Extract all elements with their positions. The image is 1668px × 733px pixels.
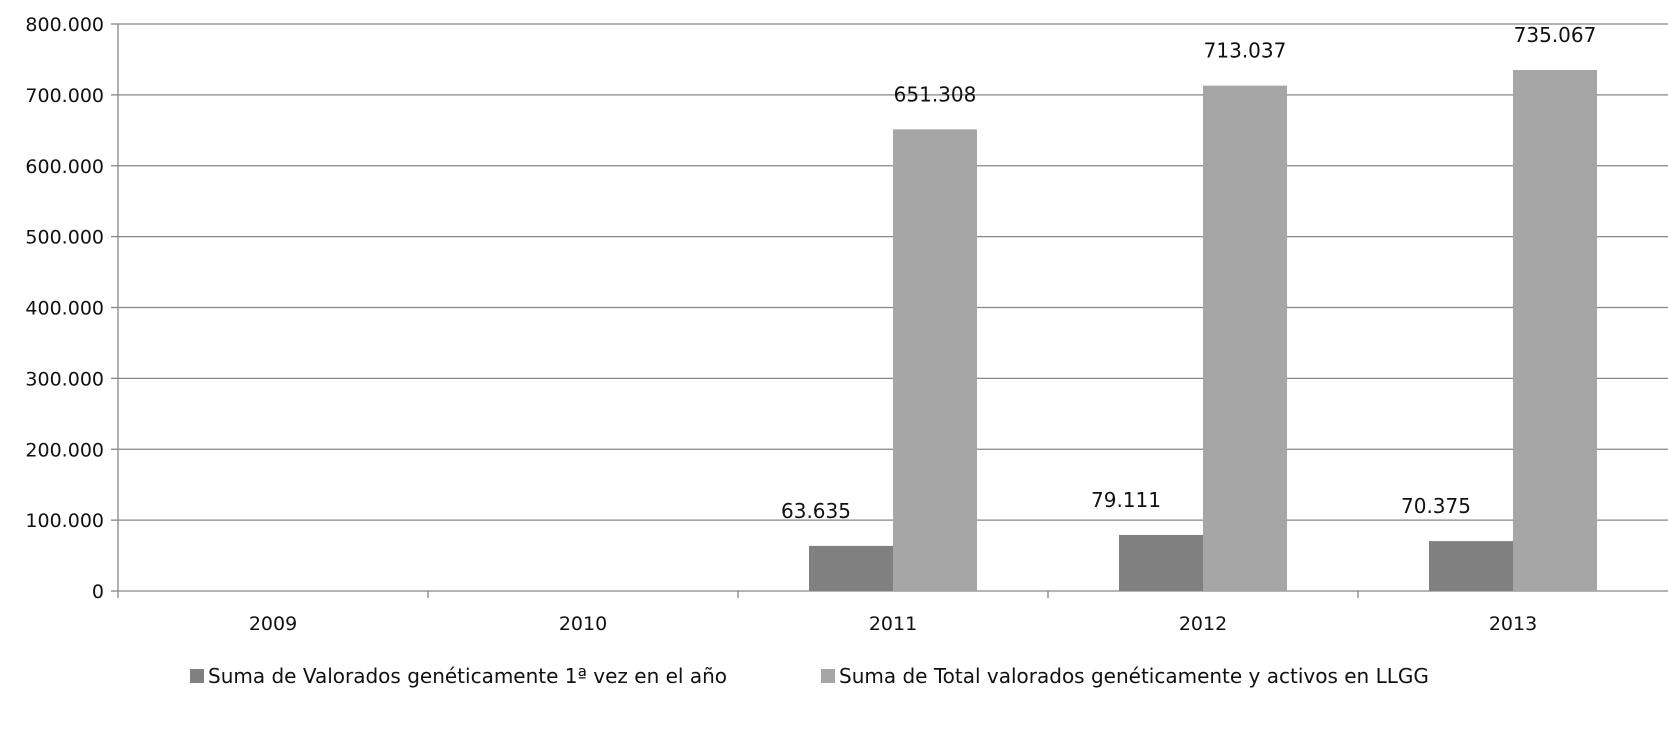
bar-series-1 <box>809 545 893 591</box>
y-tick-label: 800.000 <box>25 14 104 36</box>
data-label: 63.635 <box>781 499 851 523</box>
x-tick-label: 2009 <box>249 613 297 635</box>
legend-label: Suma de Total valorados genéticamente y … <box>839 664 1429 688</box>
y-tick-label: 0 <box>92 581 104 603</box>
data-labels: 63.635 651.308 79.111 713.037 70.375 735.067 <box>781 23 1596 523</box>
bar-series-1 <box>1429 541 1513 591</box>
data-label: 651.308 <box>894 82 977 106</box>
bar-series-2 <box>893 129 977 592</box>
y-tick-label: 500.000 <box>25 227 104 249</box>
y-tick-label: 700.000 <box>25 85 104 107</box>
legend-swatch <box>190 669 204 683</box>
y-tick-label: 200.000 <box>25 439 104 461</box>
bar-series-2 <box>1203 85 1287 592</box>
legend-label: Suma de Valorados genéticamente 1ª vez e… <box>208 664 727 688</box>
x-tick-label: 2012 <box>1179 613 1227 635</box>
x-tick-label: 2011 <box>869 613 917 635</box>
bars <box>809 70 1597 592</box>
x-tick-label: 2013 <box>1489 613 1537 635</box>
y-tick-label: 300.000 <box>25 368 104 390</box>
bar-series-1 <box>1119 534 1203 591</box>
data-label: 713.037 <box>1204 39 1287 63</box>
legend: Suma de Valorados genéticamente 1ª vez e… <box>190 664 1429 688</box>
data-label: 70.375 <box>1401 494 1471 518</box>
y-tick-label: 400.000 <box>25 298 104 320</box>
data-label: 735.067 <box>1514 23 1597 47</box>
legend-swatch <box>821 669 835 683</box>
y-tick-label: 100.000 <box>25 510 104 532</box>
x-tick-label: 2010 <box>559 613 607 635</box>
axes: 0 100.000 200.000 300.000 400.000 500.000 600.… <box>25 14 1668 635</box>
bar-series-2 <box>1513 70 1597 592</box>
y-tick-label: 600.000 <box>25 156 104 178</box>
data-label: 79.111 <box>1091 488 1161 512</box>
